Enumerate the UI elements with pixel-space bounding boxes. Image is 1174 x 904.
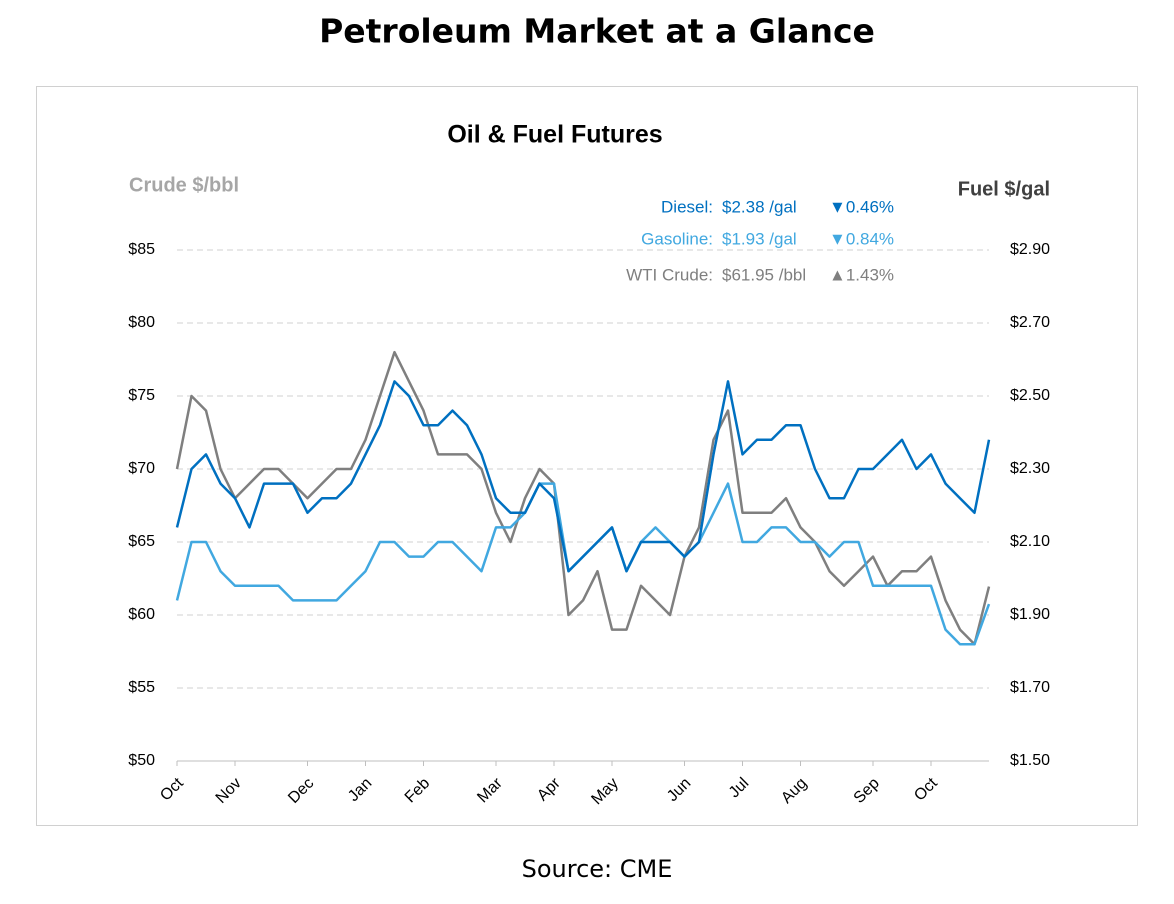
chart-title: Oil & Fuel Futures: [447, 121, 662, 149]
legend-name: Gasoline:: [641, 229, 713, 248]
legend-name: WTI Crude:: [626, 265, 713, 284]
page-title: Petroleum Market at a Glance: [319, 12, 875, 51]
y2-axis-label: Fuel $/gal: [958, 178, 1050, 200]
legend-price: $61.95 /bbl: [722, 265, 806, 284]
line-series: [175, 380, 991, 573]
y2-tick-label: $2.70: [1010, 314, 1050, 331]
legend-change: ▼0.46%: [829, 197, 894, 216]
y-tick-label: $60: [128, 606, 155, 623]
y2-tick-label: $2.90: [1010, 241, 1050, 258]
y-axis-label: Crude $/bbl: [129, 174, 239, 196]
legend-price: $1.93 /gal: [722, 229, 797, 248]
line-series: [175, 350, 991, 646]
y-tick-label: $65: [128, 533, 155, 550]
y2-tick-label: $1.70: [1010, 679, 1050, 696]
y2-tick-label: $2.50: [1010, 387, 1050, 404]
legend-change: ▲1.43%: [829, 265, 894, 284]
y2-tick-label: $2.10: [1010, 533, 1050, 550]
y2-tick-label: $2.30: [1010, 460, 1050, 477]
y-tick-label: $85: [128, 241, 155, 258]
y-tick-label: $80: [128, 314, 155, 331]
y2-tick-label: $1.50: [1010, 752, 1050, 769]
legend-name: Diesel:: [661, 197, 713, 216]
y-tick-label: $50: [128, 752, 155, 769]
y-tick-label: $75: [128, 387, 155, 404]
source-note: Source: CME: [522, 855, 673, 883]
chart-frame: [36, 86, 1138, 826]
legend-price: $2.38 /gal: [722, 197, 797, 216]
legend-change: ▼0.84%: [829, 229, 894, 248]
y-tick-label: $55: [128, 679, 155, 696]
y-tick-label: $70: [128, 460, 155, 477]
y2-tick-label: $1.90: [1010, 606, 1050, 623]
